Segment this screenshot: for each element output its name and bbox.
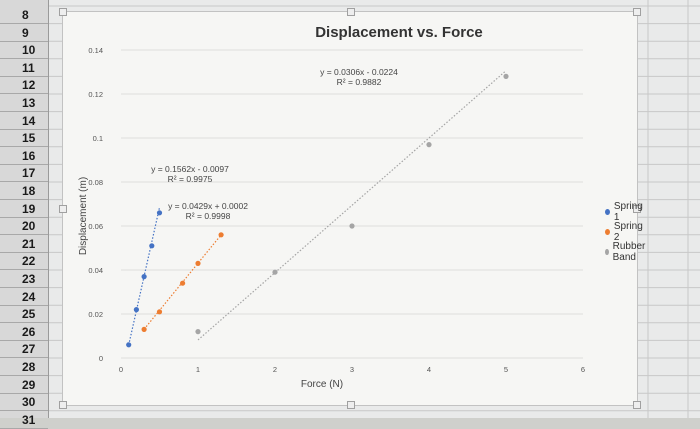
row-number[interactable]: 8 — [0, 6, 48, 24]
chart-resize-handle-bottom-left[interactable] — [59, 401, 67, 409]
row-number[interactable]: 18 — [0, 182, 48, 200]
row-number[interactable]: 22 — [0, 252, 48, 271]
data-point-spring-2 — [156, 309, 163, 315]
legend-item: Spring 2 — [605, 221, 644, 243]
row-number[interactable]: 11 — [0, 59, 48, 77]
data-points — [126, 73, 509, 348]
y-tick-label: 0.12 — [88, 90, 103, 99]
chart-resize-handle-right[interactable] — [633, 205, 641, 213]
row-number[interactable]: 28 — [0, 358, 48, 376]
scatter-plot: Displacement vs. Force Force (N) Displac… — [78, 24, 585, 390]
data-point-spring-2 — [141, 326, 147, 332]
x-tick-label: 5 — [504, 365, 508, 374]
legend-label: Spring 2 — [613, 221, 643, 243]
trendline-r-squared: R² = 0.9998 — [186, 211, 231, 221]
legend-item: Rubber Band — [605, 241, 648, 263]
axis-ticks: 0 0.02 0.04 0.06 0.08 0.1 0.12 0.14 0 1 2 3 4 5 6 — [88, 46, 585, 374]
row-number[interactable]: 26 — [0, 323, 48, 341]
legend-label: Spring 1 — [613, 201, 643, 223]
chart-object[interactable]: Displacement vs. Force Force (N) Displac… — [59, 8, 645, 409]
y-tick-label: 0 — [99, 354, 103, 363]
row-number[interactable]: 13 — [0, 94, 48, 112]
data-point-spring-2 — [218, 232, 224, 238]
row-number[interactable]: 9 — [0, 24, 48, 42]
chart-resize-handle-top-left[interactable] — [59, 8, 67, 16]
x-axis-label: Force (N) — [301, 379, 343, 390]
trendline-rubber-band — [197, 70, 507, 341]
row-number[interactable]: 19 — [0, 200, 48, 218]
row-number[interactable]: 25 — [0, 305, 48, 324]
legend-marker — [605, 229, 610, 235]
chart-resize-handle-top-right[interactable] — [633, 8, 641, 16]
row-number[interactable]: 23 — [0, 270, 48, 288]
data-point-rubber-band — [349, 223, 355, 229]
y-tick-label: 0.1 — [93, 134, 103, 143]
data-point-spring-1 — [126, 342, 132, 348]
x-tick-label: 6 — [581, 365, 585, 374]
x-tick-label: 2 — [273, 365, 277, 374]
data-point-rubber-band — [503, 73, 509, 79]
legend-item: Spring 1 — [605, 201, 644, 223]
trendline-r-squared: R² = 0.9975 — [168, 174, 213, 184]
row-number[interactable]: 14 — [0, 112, 48, 130]
y-tick-label: 0.08 — [88, 178, 103, 187]
trendline-equation: y = 0.0306x - 0.0224 — [320, 67, 398, 77]
row-number[interactable]: 10 — [0, 41, 48, 60]
y-tick-label: 0.14 — [88, 46, 103, 55]
row-number[interactable]: 24 — [0, 288, 48, 306]
x-tick-label: 4 — [427, 365, 431, 374]
data-point-rubber-band — [195, 329, 201, 335]
y-tick-label: 0.06 — [88, 222, 103, 231]
x-tick-label: 0 — [119, 365, 123, 374]
row-number[interactable]: 20 — [0, 217, 48, 236]
y-axis-label: Displacement (m) — [78, 177, 89, 255]
data-point-rubber-band — [272, 269, 278, 275]
trendline-equation: y = 0.0429x + 0.0002 — [168, 201, 248, 211]
trendline-r-squared: R² = 0.9882 — [337, 77, 382, 87]
row-number[interactable]: 12 — [0, 76, 48, 95]
legend-marker — [605, 209, 610, 215]
legend-label: Rubber Band — [612, 241, 646, 263]
chart-resize-handle-left[interactable] — [59, 205, 67, 213]
legend-marker — [605, 249, 609, 255]
plot-gridlines — [121, 49, 583, 359]
data-point-spring-1 — [141, 274, 147, 280]
trendline-equation: y = 0.1562x - 0.0097 — [151, 164, 229, 174]
chart-resize-handle-bottom[interactable] — [347, 401, 355, 409]
data-point-spring-1 — [133, 307, 139, 313]
data-point-rubber-band — [426, 142, 432, 148]
x-tick-label: 3 — [350, 365, 354, 374]
row-number[interactable]: 15 — [0, 129, 48, 148]
data-point-spring-1 — [149, 243, 155, 249]
data-point-spring-1 — [156, 210, 163, 216]
y-tick-label: 0.02 — [88, 310, 103, 319]
data-point-spring-2 — [195, 260, 201, 266]
row-number[interactable]: 17 — [0, 164, 48, 183]
row-number[interactable]: 31 — [0, 411, 48, 429]
trendline-spring-2 — [143, 234, 222, 330]
row-number[interactable]: 29 — [0, 376, 48, 394]
row-header-column: 8 9 10 11 12 13 14 15 16 17 18 19 20 21 22 23 24 25 26 27 28… — [0, 0, 49, 429]
chart-resize-handle-top[interactable] — [347, 8, 355, 16]
row-number[interactable]: 30 — [0, 393, 48, 412]
chart-title: Displacement vs. Force — [315, 24, 483, 41]
x-tick-label: 1 — [196, 365, 200, 374]
chart-resize-handle-bottom-right[interactable] — [633, 401, 641, 409]
y-tick-label: 0.04 — [88, 266, 103, 275]
row-number[interactable]: 27 — [0, 340, 48, 359]
row-number[interactable]: 21 — [0, 235, 48, 253]
row-number[interactable]: 16 — [0, 147, 48, 165]
data-point-spring-2 — [180, 280, 186, 286]
